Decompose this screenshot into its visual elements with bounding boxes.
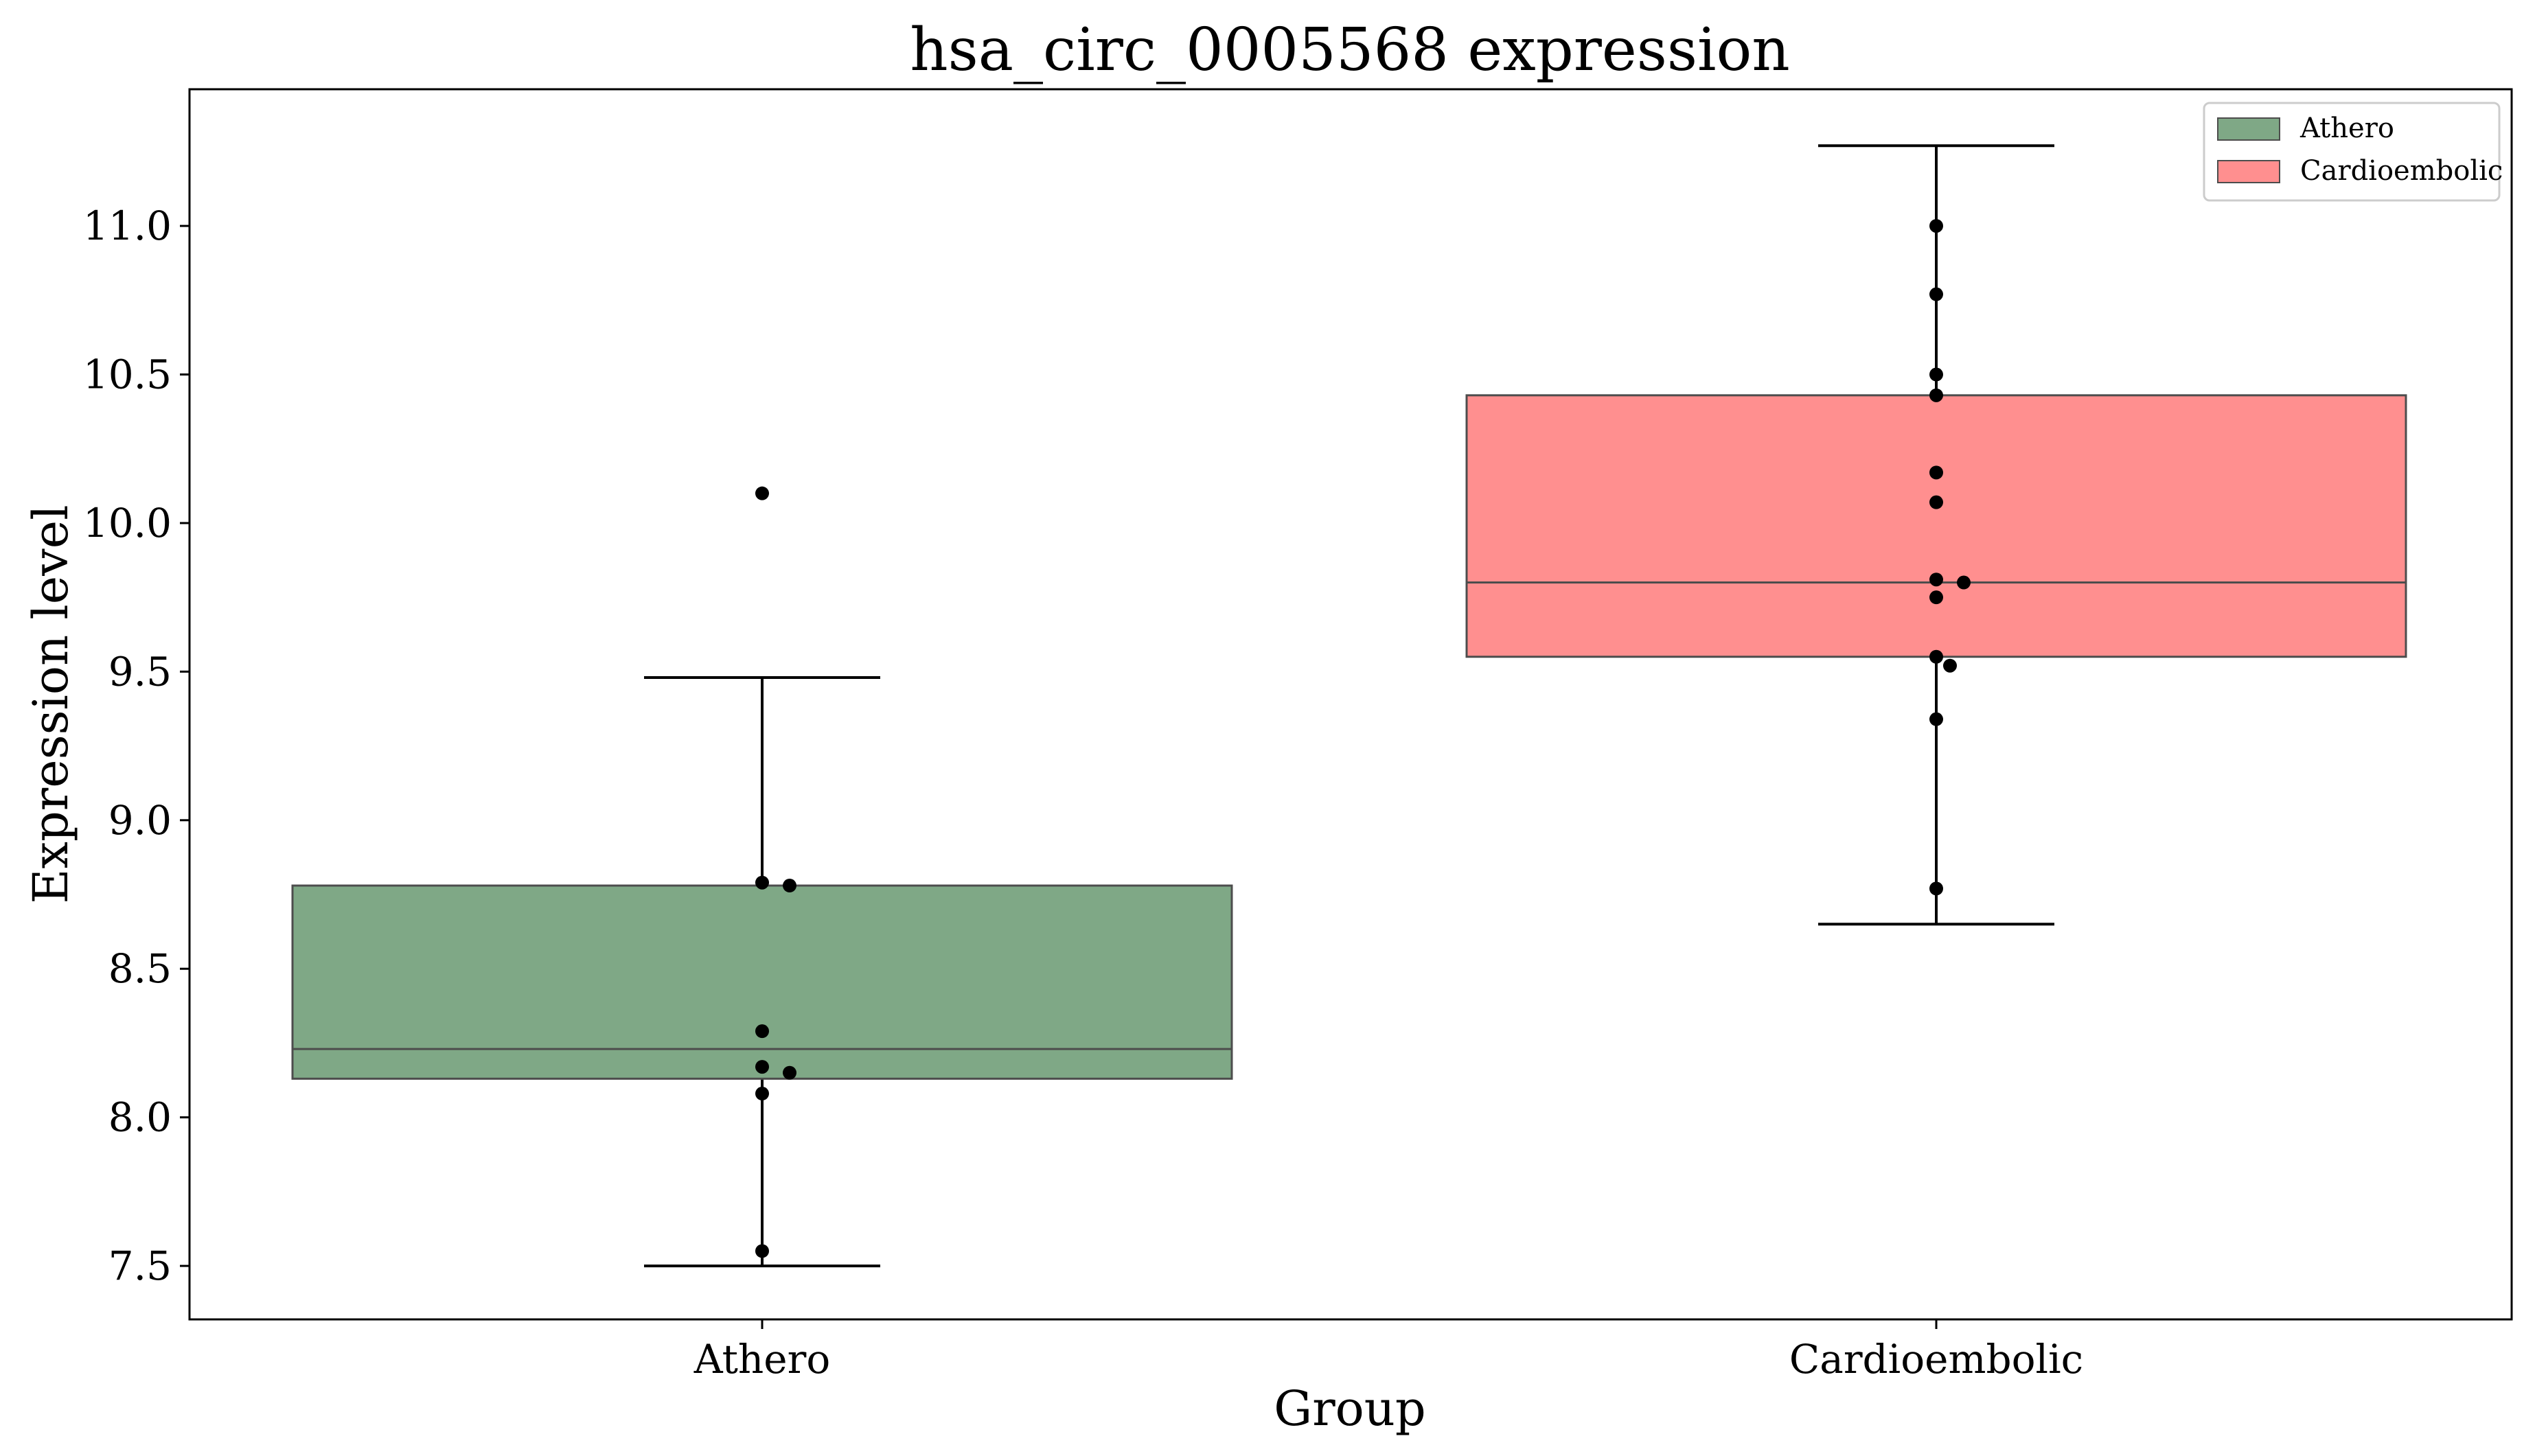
data-point [1957, 575, 1971, 590]
x-tick-label: Athero [693, 1336, 831, 1383]
plot-frame [188, 88, 2513, 1321]
y-axis-label: Expression level [23, 505, 79, 903]
data-points-layer [755, 219, 1971, 1258]
data-point [1929, 367, 1943, 382]
y-tick-label: 9.5 [108, 648, 172, 695]
y-axis: 7.5 8.0 8.5 9.0 9.5 10.0 10.5 11.0 [83, 203, 190, 1289]
y-tick-label: 8.5 [108, 945, 172, 992]
x-axis-label: Group [1274, 1380, 1425, 1437]
data-point [1929, 219, 1943, 233]
y-tick-label: 9.0 [108, 797, 172, 844]
x-tick-label: Cardioembolic [1789, 1336, 2083, 1383]
y-tick-label: 11.0 [83, 203, 172, 249]
data-point [755, 486, 769, 500]
data-point [1929, 388, 1943, 402]
data-point [1929, 287, 1943, 301]
data-point [1929, 465, 1943, 480]
data-point [1929, 881, 1943, 896]
y-tick-label: 10.0 [83, 500, 172, 546]
box-group-layer [291, 144, 2407, 1268]
data-point [755, 1087, 769, 1101]
data-point [1929, 495, 1943, 509]
legend-swatch [2217, 117, 2280, 141]
data-point [1929, 590, 1943, 605]
data-point [755, 1024, 769, 1039]
legend: Athero Cardioembolic [2203, 102, 2503, 202]
data-point [755, 1060, 769, 1074]
y-tick-label: 7.5 [108, 1243, 172, 1289]
data-point [1929, 712, 1943, 726]
data-point [755, 875, 769, 890]
data-point [783, 879, 796, 893]
data-point [1929, 573, 1943, 587]
data-point [755, 1244, 769, 1258]
data-point [783, 1065, 796, 1080]
box-athero [291, 884, 1233, 1080]
legend-label: Athero [2299, 113, 2394, 144]
data-point [1929, 649, 1943, 664]
y-tick-label: 10.5 [83, 351, 172, 398]
legend-label: Cardioembolic [2300, 155, 2503, 187]
box-cardioembolic [1465, 394, 2407, 658]
data-point [1943, 658, 1957, 673]
chart-title: hsa_circ_0005568 expression [910, 16, 1789, 84]
y-tick-label: 8.0 [108, 1094, 172, 1141]
legend-swatch [2217, 160, 2280, 183]
x-axis: Athero Cardioembolic [693, 1319, 2083, 1383]
